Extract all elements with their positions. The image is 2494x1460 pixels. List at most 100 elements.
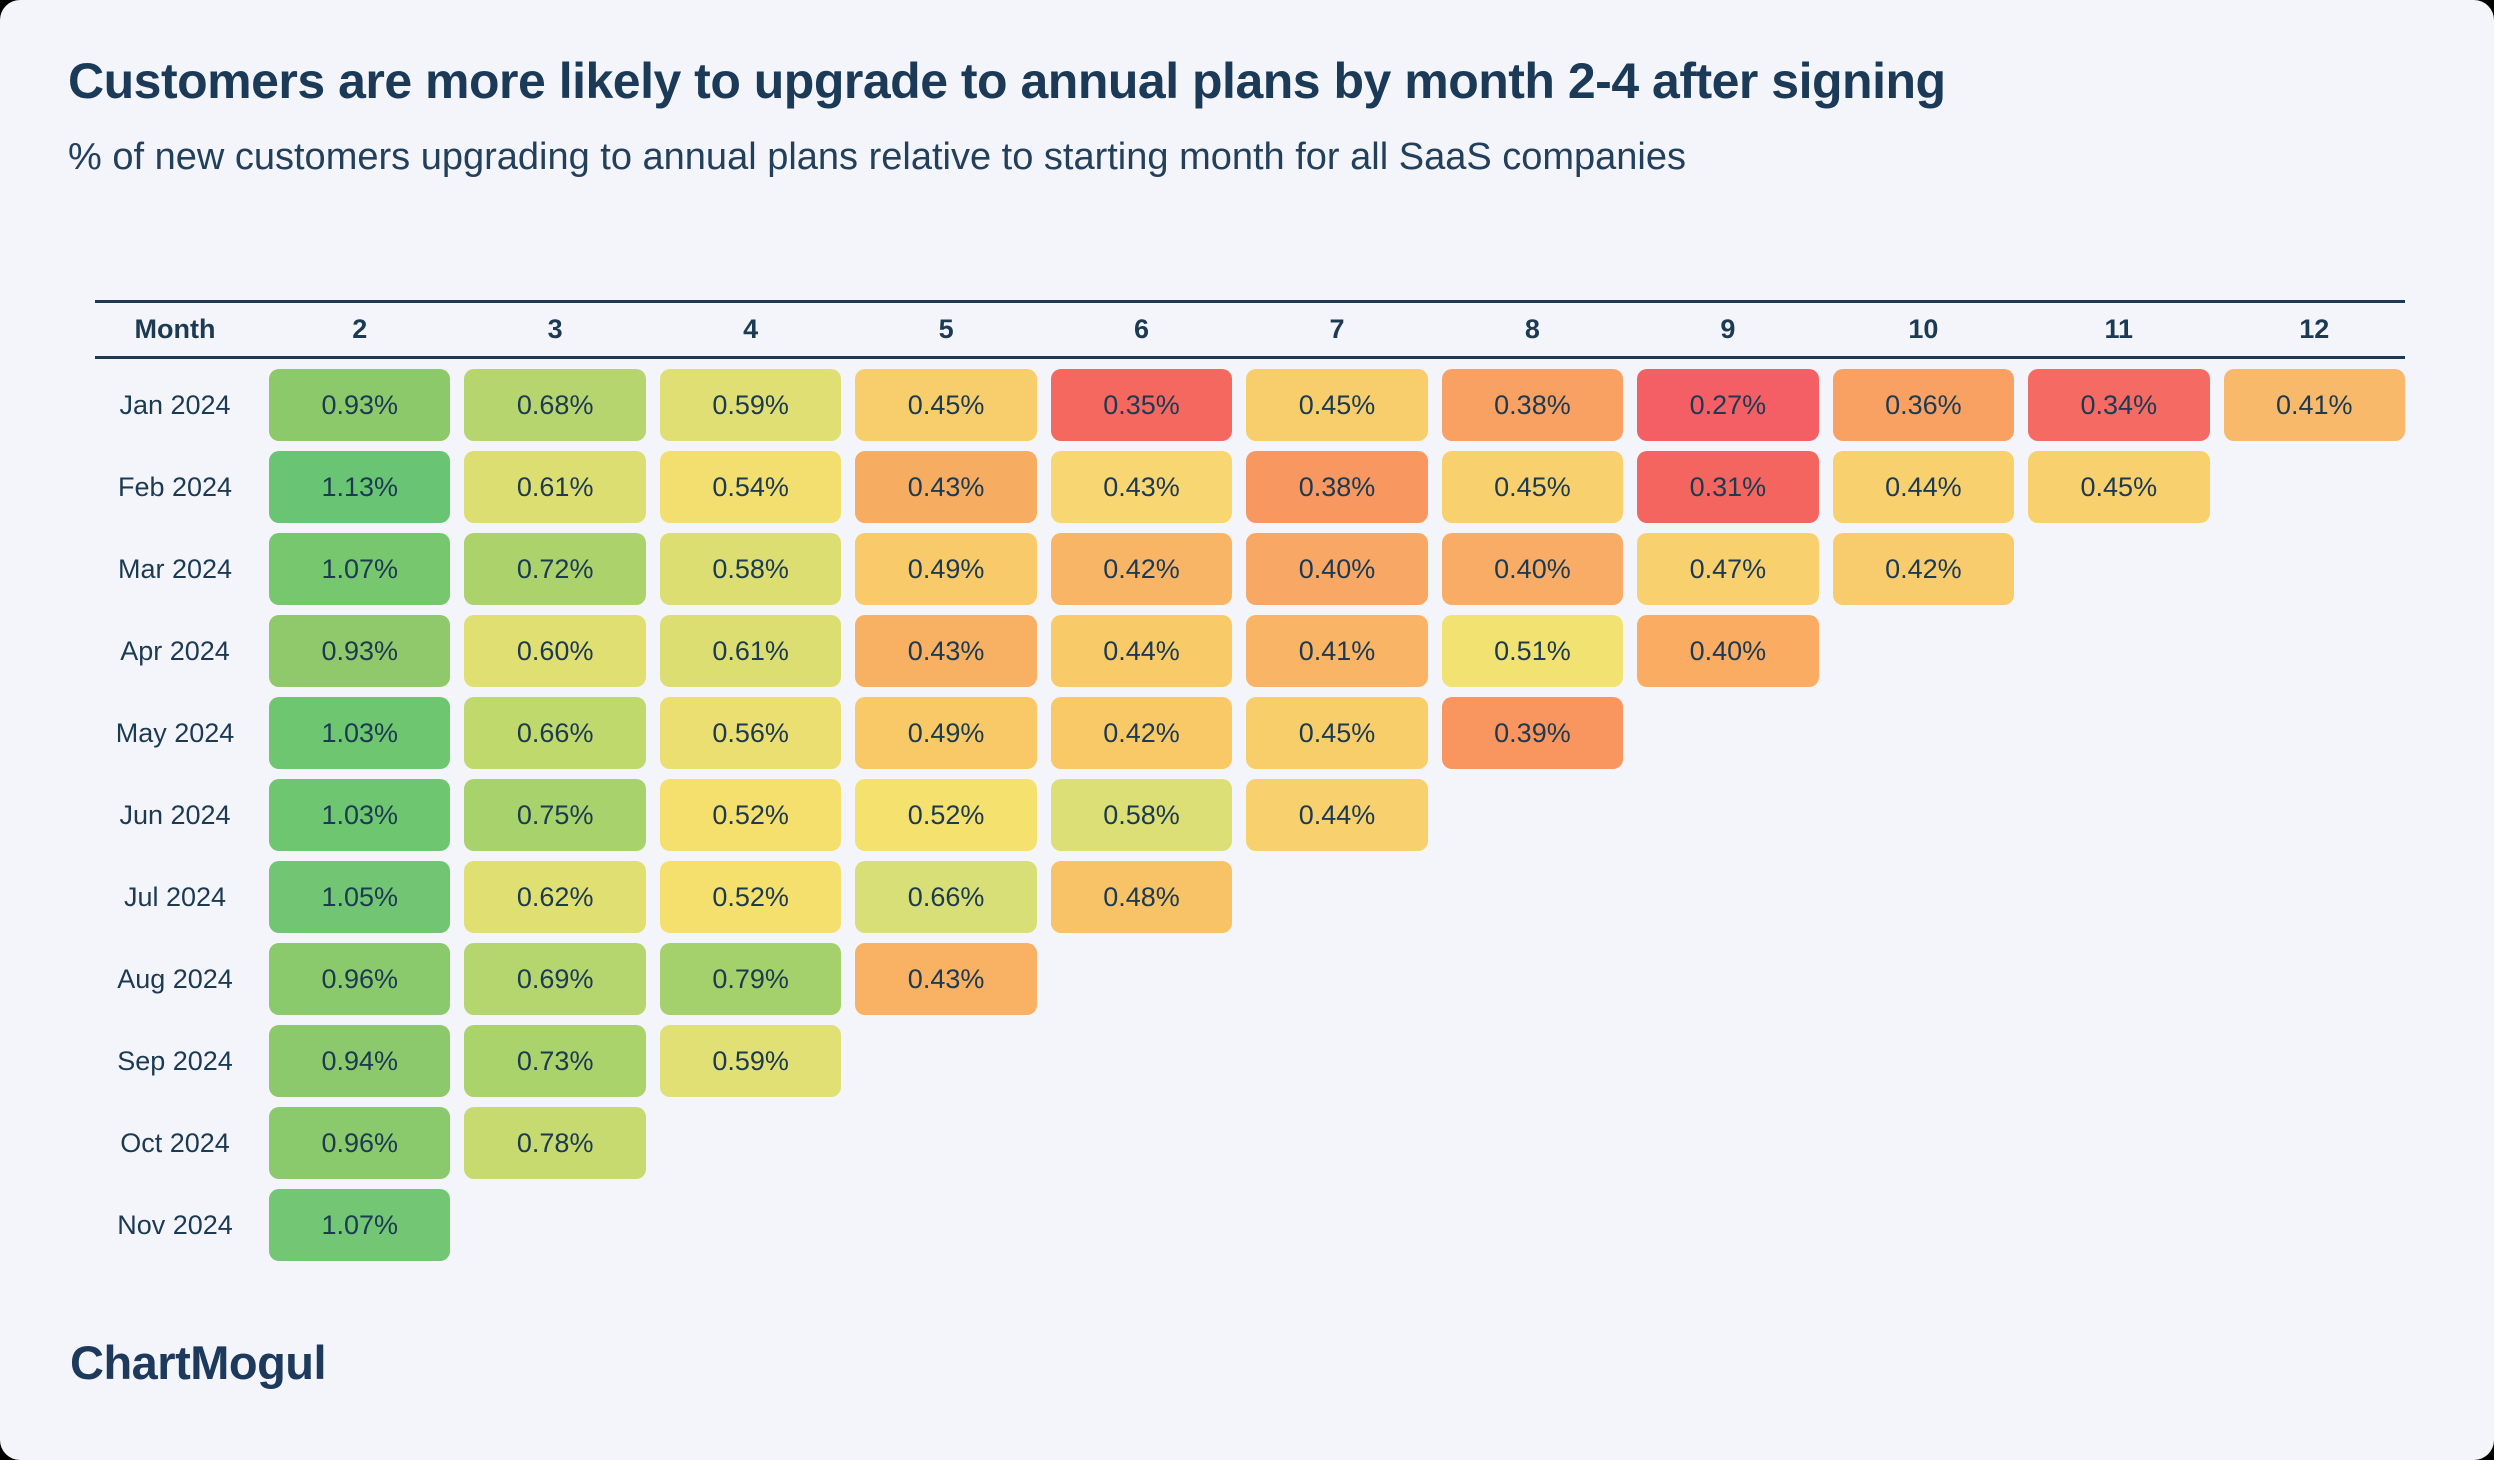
heatmap-cell: 0.93%: [269, 369, 451, 441]
heatmap-cell: 1.03%: [269, 697, 451, 769]
table-header: Month 2 3 4 5 6 7 8 9 10 11 12: [95, 300, 2405, 359]
column-header: 7: [1329, 314, 1345, 344]
column-header: 11: [2104, 314, 2134, 344]
heatmap-cell: 0.93%: [269, 615, 451, 687]
heatmap-cell: 0.41%: [1246, 615, 1428, 687]
row-label: Apr 2024: [120, 635, 230, 666]
corner-label: Month: [134, 314, 216, 344]
table-row: Aug 2024 0.96% 0.69% 0.79% 0.43%: [95, 943, 2405, 1015]
row-label: Nov 2024: [117, 1209, 233, 1240]
heatmap-cell: 0.59%: [659, 369, 842, 441]
heatmap-cell: 0.39%: [1441, 697, 1624, 769]
table-row: Jun 2024 1.03% 0.75% 0.52% 0.52% 0.58% 0.44%: [95, 779, 2405, 851]
row-label: May 2024: [115, 717, 235, 748]
row-label: Aug 2024: [117, 963, 233, 994]
heatmap-cell: 0.43%: [855, 943, 1037, 1015]
heatmap-cell: 0.38%: [1441, 369, 1624, 441]
heatmap-cell: 0.40%: [1441, 533, 1624, 605]
heatmap-cell: 0.58%: [659, 533, 842, 605]
heatmap-cell: 0.27%: [1637, 369, 1819, 441]
row-label: Jul 2024: [123, 881, 227, 912]
heatmap-cell: 0.52%: [659, 779, 842, 851]
heatmap-cell: 1.03%: [269, 779, 451, 851]
heatmap-cell: 0.36%: [1832, 369, 2015, 441]
heatmap-cell: 0.44%: [1050, 615, 1233, 687]
heatmap-cell: 0.51%: [1441, 615, 1624, 687]
table-row: Feb 2024 1.13% 0.61% 0.54% 0.43% 0.43% 0.38% 0.…: [95, 451, 2405, 523]
heatmap-cell: 0.56%: [659, 697, 842, 769]
heatmap-cell: 1.07%: [269, 1189, 451, 1261]
heatmap-cell: 0.69%: [464, 943, 646, 1015]
heatmap-cell: 0.45%: [1246, 697, 1428, 769]
heatmap-cell: 0.43%: [1050, 451, 1233, 523]
chart-subtitle: % of new customers upgrading to annual p…: [68, 136, 1687, 178]
heatmap-cell: 0.52%: [855, 779, 1037, 851]
heatmap-cell: 1.07%: [269, 533, 451, 605]
heatmap-cell: 0.59%: [659, 1025, 842, 1097]
heatmap-cell: 0.61%: [464, 451, 646, 523]
row-label: Jan 2024: [119, 389, 231, 420]
heatmap-cell: 0.48%: [1050, 861, 1233, 933]
column-header: 5: [938, 314, 954, 344]
heatmap-cell: 0.54%: [659, 451, 842, 523]
table-row: May 2024 1.03% 0.66% 0.56% 0.49% 0.42% 0.45% 0.…: [95, 697, 2405, 769]
heatmap-cell: 1.13%: [269, 451, 451, 523]
table-row: Sep 2024 0.94% 0.73% 0.59%: [95, 1025, 2405, 1097]
heatmap-cell: 0.40%: [1637, 615, 1819, 687]
heatmap-cell: 0.44%: [1246, 779, 1428, 851]
table-row: Nov 2024 1.07%: [95, 1189, 2405, 1261]
heatmap-cell: 0.45%: [1246, 369, 1428, 441]
table-row: Apr 2024 0.93% 0.60% 0.61% 0.43% 0.44% 0.41% 0.…: [95, 615, 2405, 687]
heatmap-cell: 0.43%: [855, 615, 1037, 687]
heatmap-cell: 0.42%: [1050, 697, 1233, 769]
heatmap-cell: 0.66%: [855, 861, 1037, 933]
column-header: 9: [1720, 314, 1736, 344]
heatmap-cell: 0.78%: [464, 1107, 646, 1179]
heatmap-cell: 0.43%: [855, 451, 1037, 523]
chartmogul-logo: ChartMogul: [70, 1336, 327, 1389]
heatmap-cell: 0.94%: [269, 1025, 451, 1097]
heatmap-cell: 0.47%: [1637, 533, 1819, 605]
heatmap-cell: 0.72%: [464, 533, 646, 605]
heatmap-cell: 0.52%: [659, 861, 842, 933]
heatmap-cell: 0.58%: [1050, 779, 1233, 851]
row-label: Sep 2024: [117, 1045, 233, 1076]
heatmap-cell: 1.05%: [269, 861, 451, 933]
row-label: Mar 2024: [117, 553, 233, 584]
column-header: 2: [352, 314, 368, 344]
heatmap-cell: 0.42%: [1050, 533, 1233, 605]
heatmap-cell: 0.68%: [464, 369, 646, 441]
heatmap-cell: 0.60%: [464, 615, 646, 687]
table-row: Mar 2024 1.07% 0.72% 0.58% 0.49% 0.42% 0.40% 0.…: [95, 533, 2405, 605]
column-header: 12: [2299, 314, 2330, 344]
heatmap-cell: 0.44%: [1832, 451, 2015, 523]
row-label: Jun 2024: [119, 799, 231, 830]
chart-title: Customers are more likely to upgrade to …: [68, 53, 1946, 109]
heatmap-cell: 0.49%: [855, 533, 1037, 605]
column-header: 4: [743, 314, 759, 344]
heatmap-cell: 0.79%: [659, 943, 842, 1015]
heatmap-cell: 0.49%: [855, 697, 1037, 769]
column-header: 10: [1908, 314, 1939, 344]
heatmap-cell: 0.42%: [1832, 533, 2015, 605]
heatmap-cell: 0.62%: [464, 861, 646, 933]
heatmap-cell: 0.34%: [2028, 369, 2210, 441]
table-row: Jan 2024 0.93% 0.68% 0.59% 0.45% 0.35% 0.45% 0.…: [95, 369, 2405, 441]
heatmap-cell: 0.96%: [269, 1107, 451, 1179]
heatmap-cell: 0.35%: [1050, 369, 1233, 441]
table-row: Jul 2024 1.05% 0.62% 0.52% 0.66% 0.48%: [95, 861, 2405, 933]
heatmap-cell: 0.45%: [855, 369, 1037, 441]
cohort-heatmap: Month 2 3 4 5 6 7 8 9 10 11 12 Jan 2024 0.93% 0.68% 0.…: [95, 300, 2405, 1271]
heatmap-cell: 0.73%: [464, 1025, 646, 1097]
heatmap-cell: 0.40%: [1246, 533, 1428, 605]
column-header: 8: [1524, 314, 1540, 344]
row-label: Feb 2024: [117, 471, 233, 502]
heatmap-cell: 0.66%: [464, 697, 646, 769]
column-header: 6: [1134, 314, 1150, 344]
heatmap-cell: 0.61%: [659, 615, 842, 687]
heatmap-cell: 0.41%: [2223, 369, 2405, 441]
heatmap-cell: 0.45%: [1441, 451, 1624, 523]
heatmap-cell: 0.38%: [1246, 451, 1428, 523]
table-body: Jan 2024 0.93% 0.68% 0.59% 0.45% 0.35% 0.45% 0.…: [95, 369, 2405, 1261]
